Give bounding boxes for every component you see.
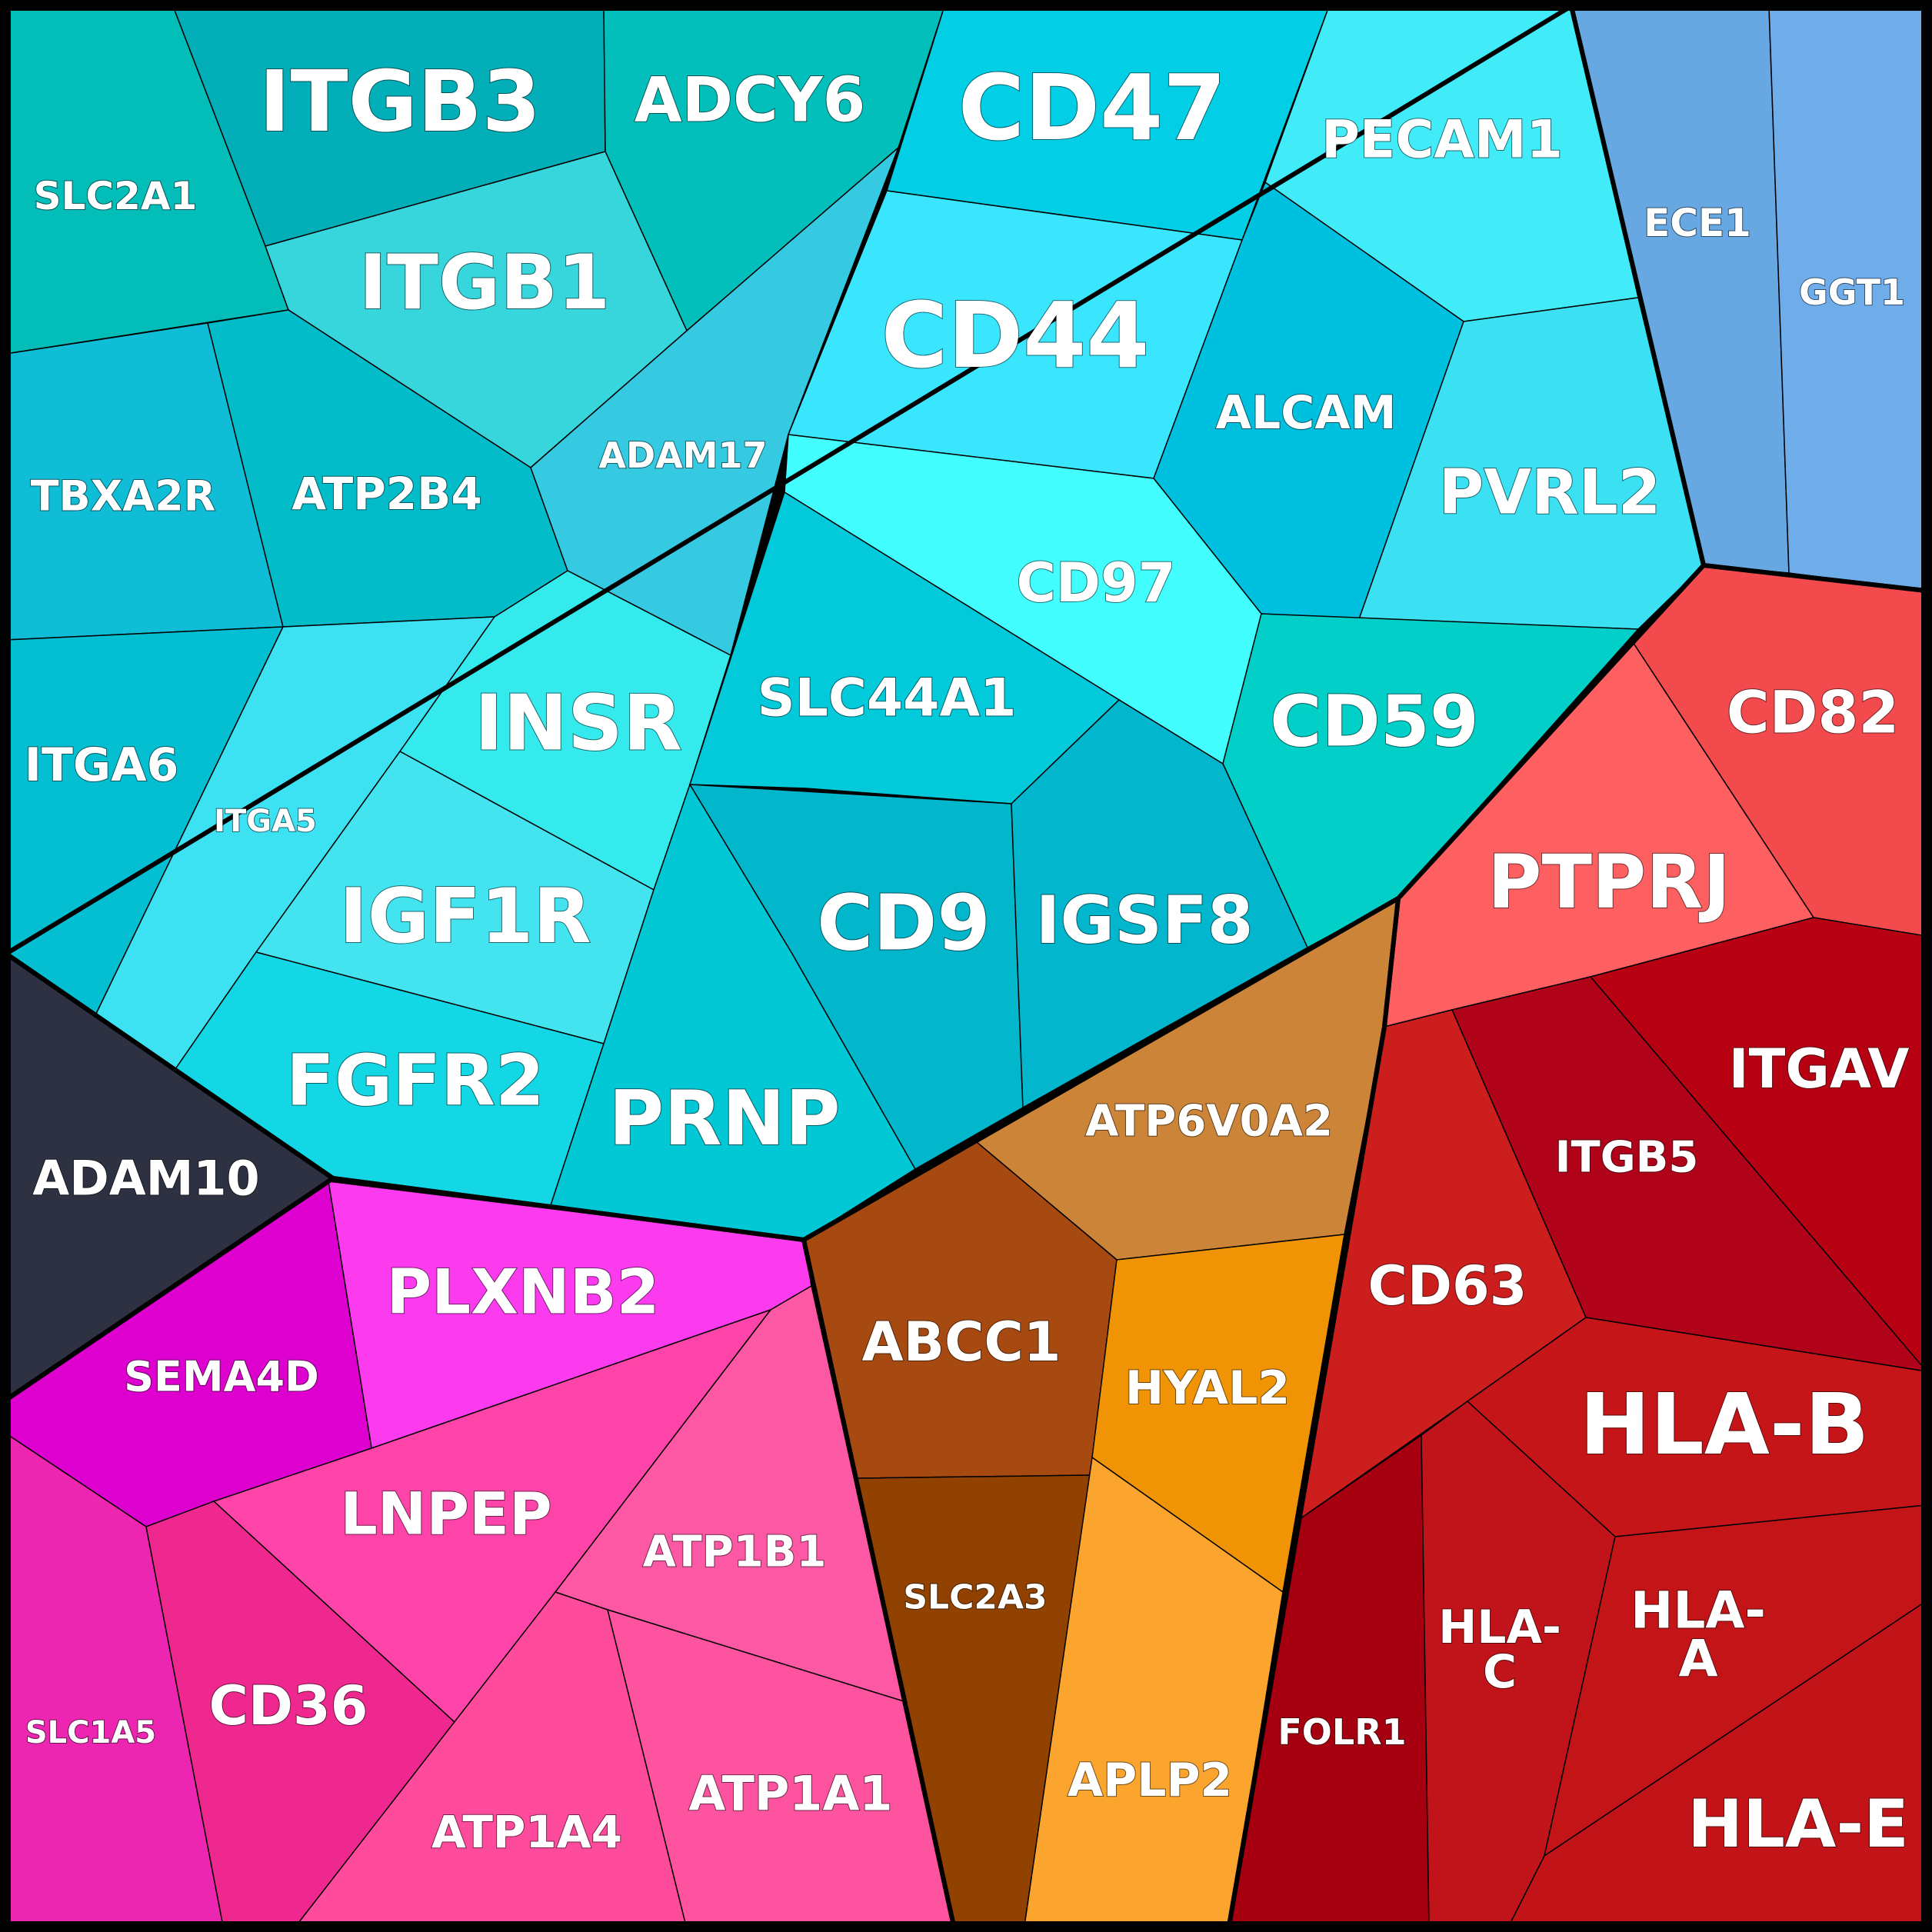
cell-label-prnp: PRNP bbox=[608, 1075, 840, 1163]
cell-label-adam17: ADAM17 bbox=[598, 435, 767, 476]
cell-label-atp1a4: ATP1A4 bbox=[431, 1806, 622, 1858]
cell-label-itgav: ITGAV bbox=[1729, 1038, 1910, 1101]
cell-label-pvrl2: PVRL2 bbox=[1439, 457, 1661, 528]
cell-label-itgb5: ITGB5 bbox=[1555, 1133, 1699, 1183]
cell-label-ece1: ECE1 bbox=[1644, 201, 1751, 245]
cell-label-cd63: CD63 bbox=[1368, 1254, 1527, 1317]
cell-label-alcam: ALCAM bbox=[1216, 386, 1397, 440]
cell-label-sema4d: SEMA4D bbox=[124, 1353, 319, 1401]
group-magenta-cluster bbox=[5, 1180, 954, 1927]
cell-label-atp1b1: ATP1B1 bbox=[643, 1527, 827, 1577]
cell-label-hyal2: HYAL2 bbox=[1125, 1361, 1290, 1415]
cell-label-ggt1: GGT1 bbox=[1799, 271, 1905, 313]
cell-label-plxnb2: PLXNB2 bbox=[387, 1257, 660, 1328]
group-orange-cluster bbox=[803, 897, 1399, 1927]
cell-label-igsf8: IGSF8 bbox=[1035, 882, 1253, 959]
group-red-cluster bbox=[1228, 565, 1927, 1927]
labels-layer: SLC2A1 ITGB3 ADCY6 ITGB1 TBXA2R ATP2B4 ADAM17 I… bbox=[24, 52, 1910, 1864]
cell-label-itgb1: ITGB1 bbox=[359, 239, 611, 327]
cell-label-adam10: ADAM10 bbox=[32, 1151, 259, 1207]
cell-slc44a1 bbox=[688, 491, 1121, 804]
cell-label-atp1a1: ATP1A1 bbox=[688, 1766, 892, 1822]
cell-label-cd82: CD82 bbox=[1727, 678, 1900, 747]
cell-label-itga6: ITGA6 bbox=[25, 738, 179, 792]
cell-label-abcc1: ABCC1 bbox=[862, 1311, 1061, 1374]
cell-label-cd47: CD47 bbox=[958, 55, 1227, 161]
cell-pvrl2 bbox=[1357, 297, 1704, 630]
cell-label-itgb3: ITGB3 bbox=[259, 52, 541, 151]
cell-label-adcy6: ADCY6 bbox=[635, 65, 866, 136]
cell-label-cd59: CD59 bbox=[1270, 681, 1479, 763]
cell-label-atp6v0a2: ATP6V0A2 bbox=[1085, 1097, 1333, 1147]
cell-label-cd36: CD36 bbox=[209, 1674, 368, 1737]
cell-label-insr: INSR bbox=[475, 678, 682, 768]
cell-label-cd97: CD97 bbox=[1017, 551, 1176, 615]
cell-igsf8 bbox=[1011, 699, 1308, 1109]
cell-label-slc1a5: SLC1A5 bbox=[25, 1715, 156, 1750]
cells-layer bbox=[5, 5, 1927, 1927]
cell-label-hla-a: HLA-A bbox=[1631, 1581, 1766, 1688]
cell-label-itga5: ITGA5 bbox=[214, 804, 317, 839]
cell-label-hla-c: HLA-C bbox=[1438, 1601, 1561, 1699]
cell-label-lnpep: LNPEP bbox=[340, 1480, 551, 1548]
cell-cd9 bbox=[688, 784, 1024, 1171]
cell-label-ptprj: PTPRJ bbox=[1487, 839, 1730, 925]
cell-label-igf1r: IGF1R bbox=[339, 873, 591, 961]
cell-label-hla-b: HLA-B bbox=[1580, 1375, 1870, 1474]
cell-label-atp2b4: ATP2B4 bbox=[291, 468, 481, 520]
cell-label-pecam1: PECAM1 bbox=[1321, 110, 1563, 171]
cell-label-aplp2: APLP2 bbox=[1068, 1754, 1232, 1807]
group-cyan-cluster bbox=[5, 5, 1704, 1241]
cell-label-cd9: CD9 bbox=[817, 878, 991, 968]
cell-label-slc44a1: SLC44A1 bbox=[758, 668, 1017, 729]
cell-label-cd44: CD44 bbox=[881, 282, 1150, 388]
cell-label-fgfr2: FGFR2 bbox=[286, 1040, 545, 1122]
cell-label-slc2a1: SLC2A1 bbox=[34, 174, 198, 218]
cell-label-hla-e: HLA-E bbox=[1687, 1786, 1909, 1863]
group-blue-cluster bbox=[1571, 5, 1927, 591]
cell-label-slc2a3: SLC2A3 bbox=[903, 1578, 1047, 1617]
cell-label-tbxa2r: TBXA2R bbox=[31, 472, 216, 521]
cell-label-folr1: FOLR1 bbox=[1277, 1711, 1406, 1753]
